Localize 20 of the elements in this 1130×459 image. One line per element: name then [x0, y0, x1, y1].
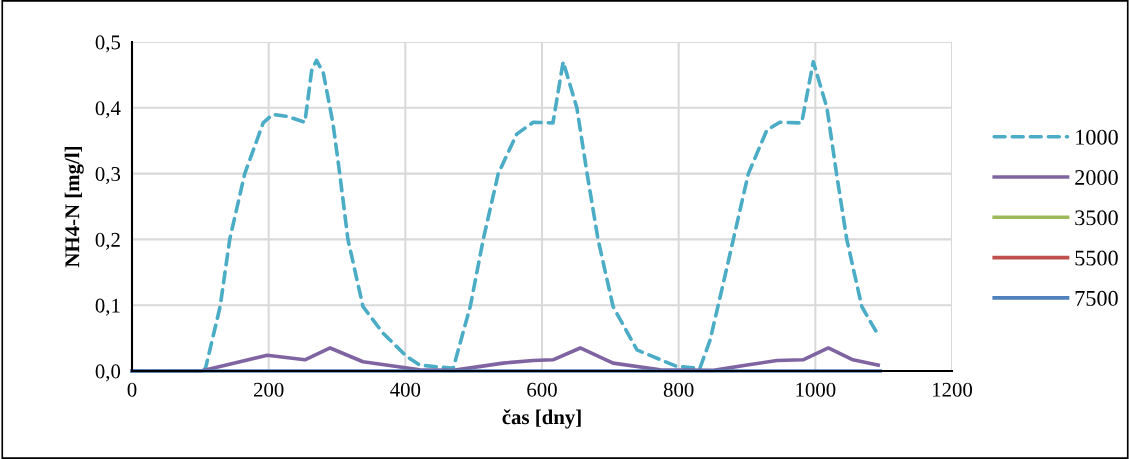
y-tick-label: 0,0	[95, 364, 121, 382]
legend-label: 3500	[1075, 210, 1118, 226]
x-tick-label: 800	[663, 382, 694, 397]
x-tick-label: 400	[390, 382, 421, 397]
x-tick-label: 1000	[796, 382, 836, 397]
y-tick-label: 0,4	[95, 101, 121, 119]
y-tick-label: 0,2	[95, 232, 120, 250]
x-tick-label: 1200	[933, 382, 973, 397]
y-tick-label: 0,5	[95, 35, 121, 53]
legend-label: 1000	[1076, 129, 1118, 145]
y-axis-title: NH4-N [mg/l]	[64, 147, 84, 268]
y-tick-label: 0,1	[95, 298, 120, 316]
legend-label: 2000	[1075, 170, 1118, 185]
x-tick-label: 0	[127, 382, 137, 397]
legend-label: 7500	[1075, 290, 1118, 306]
x-tick-label: 200	[253, 382, 284, 397]
y-tick-label: 0,3	[95, 166, 121, 185]
legend-label: 5500	[1075, 250, 1118, 266]
x-tick-label: 600	[527, 382, 557, 397]
x-axis-title: čas [dny]	[502, 409, 581, 429]
